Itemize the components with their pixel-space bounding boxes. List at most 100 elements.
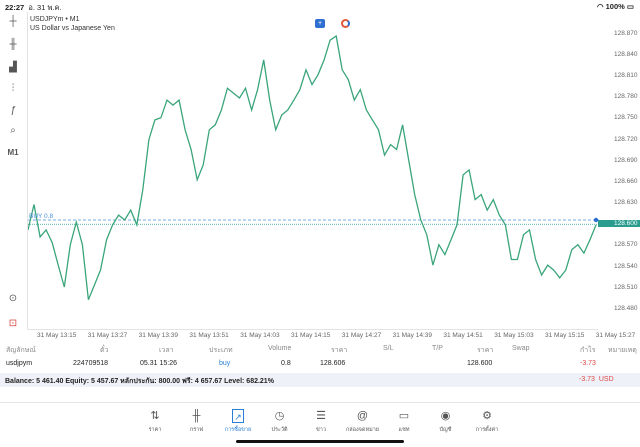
settings-icon: ⚙ [482, 410, 492, 422]
time-tick: 31 May 14:15 [291, 332, 331, 339]
time-tick: 31 May 14:03 [240, 332, 280, 339]
nav-item-news[interactable]: ☰ ข่าว [301, 409, 341, 434]
symbol-title: USDJPYm • M1 [30, 16, 80, 23]
price-tick: 128.720 [614, 135, 638, 143]
chat-icon: ▭ [398, 410, 410, 422]
price-tick: 128.690 [614, 156, 638, 164]
time-tick: 31 May 15:15 [545, 332, 585, 339]
col-time: เวลา [159, 347, 174, 354]
signal-icon[interactable] [341, 19, 350, 28]
symbol-info: USDJPYm • M1 US Dollar vs Japanese Yen [30, 15, 115, 33]
price-tick: 128.540 [614, 262, 638, 270]
wifi-icon: ◠ [596, 2, 604, 11]
function-icon[interactable]: ƒ [10, 105, 16, 116]
crosshair-icon[interactable]: ┼ [9, 16, 17, 27]
time-tick: 31 May 13:39 [138, 332, 178, 339]
nav-item-mailbox[interactable]: @ กล่องจดหมาย [343, 409, 383, 434]
chart-toolbar: ┼ ╫ ▟ ⫶ ƒ ⌕ M1 ⊙ ⊡ [0, 12, 27, 332]
chart-svg [27, 34, 599, 300]
nav-label: ราคา [148, 427, 162, 433]
col-sl: S/L [383, 345, 394, 352]
price-tick: 128.630 [614, 199, 638, 207]
price-tick: 128.810 [614, 72, 638, 80]
nav-item-settings[interactable]: ⚙ การตั้งค่า [467, 409, 507, 434]
nav-label: การตั้งค่า [475, 427, 499, 433]
cell-type: buy [219, 360, 231, 367]
history-icon: ◷ [274, 410, 285, 422]
price-axis[interactable]: 128.870 128.840 128.810 128.780 128.750 128.7… [598, 12, 640, 330]
time-tick: 31 May 14:39 [392, 332, 432, 339]
col-comment: หมายเหตุ [608, 347, 637, 354]
price-tick: 128.750 [614, 114, 638, 122]
price-chart[interactable] [27, 12, 599, 330]
col-tp: T/P [432, 345, 443, 352]
col-profit: กำไร [580, 347, 596, 354]
zoom-chart-icon[interactable]: ⊙ [8, 293, 18, 304]
indicators-icon[interactable]: ▟ [9, 62, 17, 73]
buy-line-label: BUY 0.8 [29, 213, 54, 220]
status-time: 22:27 อ. 31 พ.ค. [5, 3, 62, 12]
cell-ticket: 224709518 [73, 360, 109, 367]
buy-order-marker[interactable] [593, 217, 599, 223]
col-price: ราคา [477, 347, 494, 354]
nav-item-chat[interactable]: ▭ แชท [384, 409, 424, 434]
objects-icon[interactable]: ⌕ [10, 125, 16, 136]
nav-item-chart[interactable]: ╫ กราฟ [177, 409, 217, 434]
time-tick: 31 May 13:15 [37, 332, 77, 339]
col-open-price: ราคา [331, 347, 348, 354]
trade-icon: ↗ [232, 409, 244, 423]
nav-label: การซื้อขาย [224, 427, 252, 433]
price-tick: 128.570 [614, 241, 638, 249]
mailbox-icon: @ [356, 410, 369, 422]
cell-symbol: usdjpym [6, 360, 33, 367]
price-tick: 128.870 [614, 29, 638, 37]
one-click-trading-icon[interactable]: ⊡ [8, 318, 18, 329]
cell-profit: -3.73 [580, 360, 596, 367]
time-tick: 31 May 13:51 [189, 332, 229, 339]
candles-icon[interactable]: ╫ [9, 39, 17, 50]
col-volume: Volume [268, 345, 292, 352]
timeframe-button[interactable]: M1 [7, 148, 19, 157]
time-tick: 31 May 15:27 [595, 332, 636, 339]
time-tick: 31 May 14:51 [443, 332, 483, 339]
account-icon: ◉ [440, 410, 451, 422]
cell-volume: 0.8 [281, 360, 291, 367]
nav-item-account[interactable]: ◉ บัญชี [426, 409, 466, 434]
time-tick: 31 May 13:27 [87, 332, 128, 339]
total-profit: -3.73 USD [579, 376, 614, 383]
balance-summary: Balance: 5 461.40 Equity: 5 457.67 หลักป… [5, 378, 274, 385]
symbol-description: US Dollar vs Japanese Yen [30, 25, 115, 32]
balance-bar: Balance: 5 461.40 Equity: 5 457.67 หลักป… [0, 373, 640, 387]
price-tick: 128.780 [614, 93, 638, 101]
bottom-nav: ⇅ ราคา ╫ กราฟ ↗ การซื้อขาย ◷ ประวัติ ☰ ข่าว @ กล่อง… [0, 402, 640, 447]
price-tick: 128.510 [614, 283, 638, 291]
quotes-icon: ⇅ [150, 410, 160, 422]
nav-label: กล่องจดหมาย [345, 427, 380, 433]
col-symbol: สัญลักษณ์ [6, 347, 36, 354]
price-line-series [27, 34, 597, 300]
nav-item-history[interactable]: ◷ ประวัติ [260, 409, 300, 434]
nav-label: ประวัติ [271, 427, 288, 433]
nav-label: ข่าว [316, 427, 326, 433]
price-tick: 128.660 [614, 177, 638, 185]
col-type: ประเภท [209, 347, 233, 354]
nav-item-quotes[interactable]: ⇅ ราคา [135, 409, 175, 434]
battery-status: ◠ 100% ▭ [596, 2, 634, 11]
cell-price: 128.600 [467, 360, 493, 367]
cell-time: 05.31 15:26 [140, 360, 177, 367]
col-ticket: ตั๋ว [100, 347, 109, 354]
chart-icon: ╫ [192, 410, 201, 422]
battery-icon: ▭ [626, 2, 634, 11]
col-swap: Swap [512, 345, 530, 352]
time-tick: 31 May 15:03 [494, 332, 534, 339]
current-price-label: 128.600 [598, 220, 640, 228]
trade-panel-icon[interactable]: + [315, 19, 325, 28]
nav-label: แชท [398, 427, 410, 433]
time-axis[interactable]: 31 May 13:15 31 May 13:27 31 May 13:39 31 M… [27, 330, 640, 341]
cell-open-price: 128.606 [320, 360, 346, 367]
nav-label: บัญชี [439, 427, 452, 433]
status-bar: 22:27 อ. 31 พ.ค. ◠ 100% ▭ [0, 0, 640, 12]
settings-sliders-icon[interactable]: ⫶ [11, 83, 15, 94]
nav-item-trade[interactable]: ↗ การซื้อขาย [218, 409, 258, 434]
price-tick: 128.840 [614, 51, 638, 58]
